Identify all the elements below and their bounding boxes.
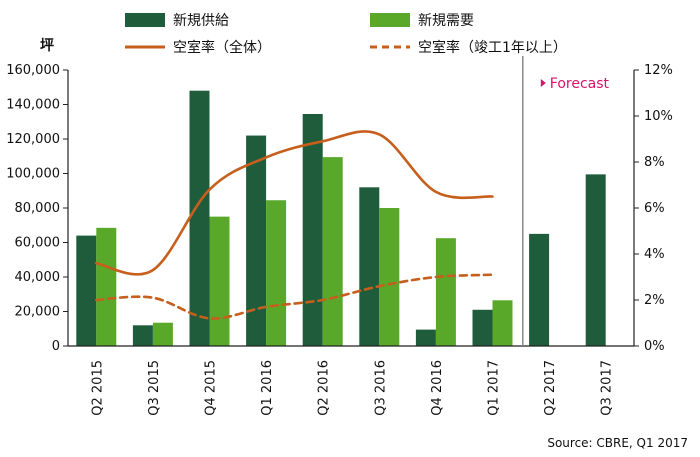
right-axis-tick-label: 2% xyxy=(644,293,665,308)
bar-demand-q4-2015 xyxy=(209,216,230,346)
bar-demand-q3-2015 xyxy=(152,322,173,346)
left-axis-tick-label: 0 xyxy=(52,339,60,354)
forecast-marker: Forecast xyxy=(540,76,610,92)
bar-demand-q4-2016 xyxy=(435,238,456,346)
line-vacancy-over-1yr xyxy=(95,273,494,320)
bar-demand-q1-2016 xyxy=(266,200,287,346)
forecast-label: Forecast xyxy=(550,76,610,92)
x-axis-tick-label-q3-2015: Q3 2015 xyxy=(147,360,162,416)
right-axis: 0% 2% 4% 6% 8% 10% 12% xyxy=(633,63,673,354)
legend-swatch-supply xyxy=(125,13,165,27)
bar-supply-q3-2017 xyxy=(585,174,606,346)
x-axis: Q2 2015 Q3 2015 Q4 2015 Q1 2016 Q2 2016 Q3 20… xyxy=(68,345,634,416)
legend-label: 新規供給 xyxy=(173,13,229,29)
left-axis-unit-label: 坪 xyxy=(40,38,54,54)
bar-supply-q1-2017 xyxy=(472,309,493,346)
line-vacancy-overall xyxy=(95,130,494,276)
bar-demand-q2-2015 xyxy=(96,227,117,346)
bar-supply-q3-2016 xyxy=(359,187,380,346)
left-axis-tick-label: 120,000 xyxy=(6,132,60,147)
left-axis-tick-label: 40,000 xyxy=(15,270,61,285)
bars xyxy=(76,90,606,346)
source-note: Source: CBRE, Q1 2017 xyxy=(547,436,688,450)
x-axis-tick-label-q2-2015: Q2 2015 xyxy=(90,360,105,416)
x-axis-tick-label-q2-2017: Q2 2017 xyxy=(543,360,558,416)
bar-supply-q2-2016 xyxy=(302,113,323,346)
right-axis-tick-label: 0% xyxy=(644,339,665,354)
left-axis-tick-label: 160,000 xyxy=(6,63,60,78)
bar-demand-q2-2016 xyxy=(322,157,343,346)
legend-label: 空室率（全体） xyxy=(173,39,271,56)
right-axis-tick-label: 8% xyxy=(644,155,665,170)
bar-supply-q2-2015 xyxy=(76,235,97,346)
left-axis-tick-label: 100,000 xyxy=(6,167,60,182)
bar-supply-q4-2015 xyxy=(189,90,210,346)
forecast-arrow-icon xyxy=(540,79,546,87)
x-axis-tick-label-q3-2017: Q3 2017 xyxy=(600,360,615,416)
left-axis: 0 20,000 40,000 60,000 80,000 100,000 120,000 1… xyxy=(6,63,69,354)
legend-label: 新規需要 xyxy=(418,13,474,29)
x-axis-tick-label-q2-2016: Q2 2016 xyxy=(317,360,332,416)
legend-swatch-demand xyxy=(370,13,410,27)
x-axis-tick-label-q4-2015: Q4 2015 xyxy=(204,360,219,416)
right-axis-tick-label: 10% xyxy=(644,109,673,124)
bar-supply-q2-2017 xyxy=(529,233,550,346)
bar-supply-q4-2016 xyxy=(415,329,436,346)
left-axis-tick-label: 80,000 xyxy=(15,201,61,216)
left-axis-tick-label: 60,000 xyxy=(15,236,61,251)
x-axis-tick-label-q3-2016: Q3 2016 xyxy=(373,360,388,416)
x-axis-tick-label-q1-2016: Q1 2016 xyxy=(260,360,275,416)
x-axis-tick-label-q1-2017: Q1 2017 xyxy=(487,360,502,416)
right-axis-tick-label: 6% xyxy=(644,201,665,216)
legend-label: 空室率（竣工1年以上） xyxy=(418,39,567,56)
right-axis-tick-label: 4% xyxy=(644,247,665,262)
left-axis-tick-label: 20,000 xyxy=(15,305,61,320)
bar-demand-q1-2017 xyxy=(492,300,513,346)
bar-supply-q3-2015 xyxy=(132,325,153,346)
lines xyxy=(95,130,494,320)
x-axis-tick-label-q4-2016: Q4 2016 xyxy=(430,360,445,416)
bar-demand-q3-2016 xyxy=(379,208,400,346)
right-axis-tick-label: 12% xyxy=(644,63,673,78)
bar-supply-q1-2016 xyxy=(246,135,267,346)
left-axis-tick-label: 140,000 xyxy=(6,98,60,113)
